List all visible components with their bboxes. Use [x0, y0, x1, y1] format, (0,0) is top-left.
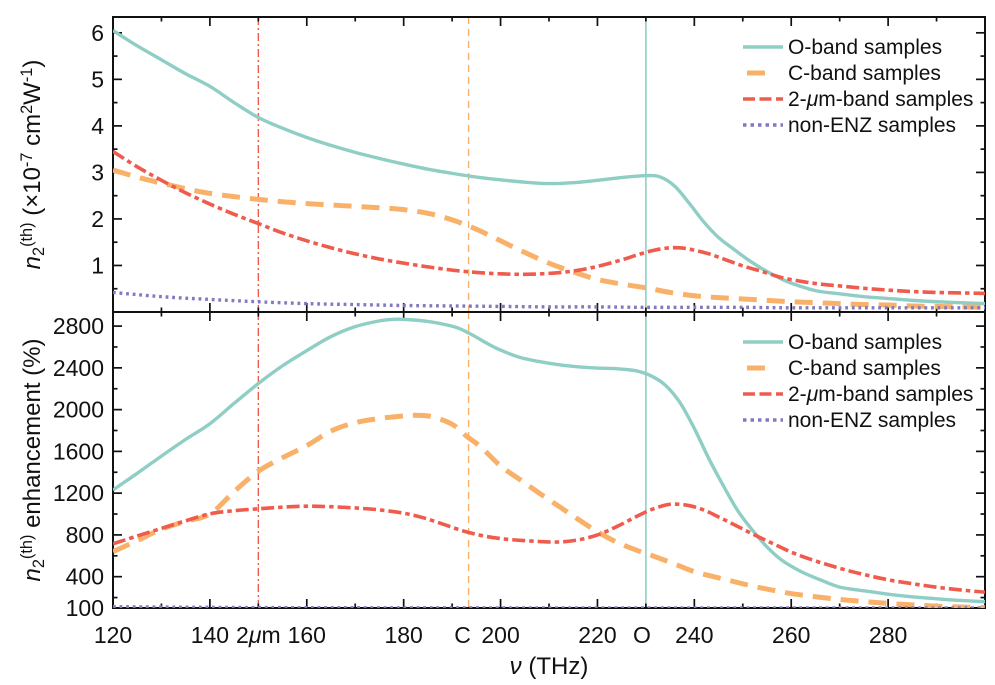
legend-item-c-band: C-band samples [743, 62, 941, 85]
legend-item-c-band: C-band samples [743, 357, 941, 380]
legend-label-non-enz: non-ENZ samples [788, 114, 956, 137]
x-tick-label: 260 [772, 622, 810, 648]
x-tick-label: 220 [578, 622, 616, 648]
series-o-band-bottom [113, 317, 985, 604]
x-tick-label: 180 [384, 622, 422, 648]
y-tick-label-bottom: 2400 [53, 355, 104, 381]
y-tick-label-bottom: 800 [66, 522, 104, 548]
y-tick-label-top: 2 [91, 206, 104, 232]
y-tick-label-bottom: 400 [66, 564, 104, 590]
series-2um-band-top [113, 149, 985, 296]
series-c-band-bottom [113, 412, 985, 608]
legend-item-o-band: O-band samples [743, 36, 942, 59]
legend-bottom: O-band samples C-band samples 2-μm-band sa… [743, 331, 973, 432]
series-2um-band-bottom [113, 502, 985, 594]
series-o-band-top [113, 29, 985, 306]
y-axis-label-top: n2(th) (×10-7 cm2W-1) [18, 60, 48, 270]
x-tick-label: 160 [288, 622, 326, 648]
x-tick-label: 200 [481, 622, 519, 648]
y-tick-label-top: 1 [91, 252, 104, 278]
y-tick-label-bottom: 2800 [53, 313, 104, 339]
legend-item-2um-band: 2-μm-band samples [743, 383, 973, 406]
x-tick-label: 140 [191, 622, 229, 648]
band-label-red: 2μm [236, 622, 281, 648]
x-axis-label: ν (THz) [510, 653, 589, 680]
legend-item-o-band: O-band samples [743, 331, 942, 354]
x-axis-labels: 120 140 160 180 200 220 240 260 280 2μm C Oν (THz) [94, 622, 907, 680]
band-label-teal: O [633, 622, 651, 648]
series-non-enz-top [113, 290, 985, 310]
legend-item-2um-band: 2-μm-band samples [743, 88, 973, 111]
legend-label-c-band: C-band samples [788, 357, 941, 380]
x-tick-label: 120 [94, 622, 132, 648]
legend-label-2um-band: 2-μm-band samples [788, 88, 973, 111]
x-tick-label: 240 [675, 622, 713, 648]
series-non-enz-bottom [113, 605, 985, 608]
y-tick-label-top: 3 [91, 159, 104, 185]
legend-item-non-enz: non-ENZ samples [743, 114, 956, 137]
legend-label-o-band: O-band samples [788, 331, 942, 354]
x-tick-label: 280 [869, 622, 907, 648]
y-tick-label-top: 6 [91, 20, 104, 46]
legend-label-c-band: C-band samples [788, 62, 941, 85]
legend-item-non-enz: non-ENZ samples [743, 409, 956, 432]
legend-top: O-band samples C-band samples 2-μm-band sa… [743, 36, 973, 137]
band-label-orange: C [454, 622, 471, 648]
y-tick-label-bottom: 1600 [53, 438, 104, 464]
y-axis-label-bottom: n2(th) enhancement (%) [18, 338, 48, 581]
series-c-band-top [113, 167, 985, 310]
legend-label-non-enz: non-ENZ samples [788, 409, 956, 432]
y-tick-label-top: 5 [91, 66, 104, 92]
y-tick-label-bottom: 1200 [53, 480, 104, 506]
y-tick-label-top: 4 [91, 113, 104, 139]
legend-label-o-band: O-band samples [788, 36, 942, 59]
y-tick-label-bottom: 100 [66, 595, 104, 621]
legend-label-2um-band: 2-μm-band samples [788, 383, 973, 406]
panel-top: 1 2 3 4 5 6 n2(th) (×10-7 cm2W-1) O-band sample… [18, 16, 986, 313]
y-tick-label-bottom: 2000 [53, 397, 104, 423]
